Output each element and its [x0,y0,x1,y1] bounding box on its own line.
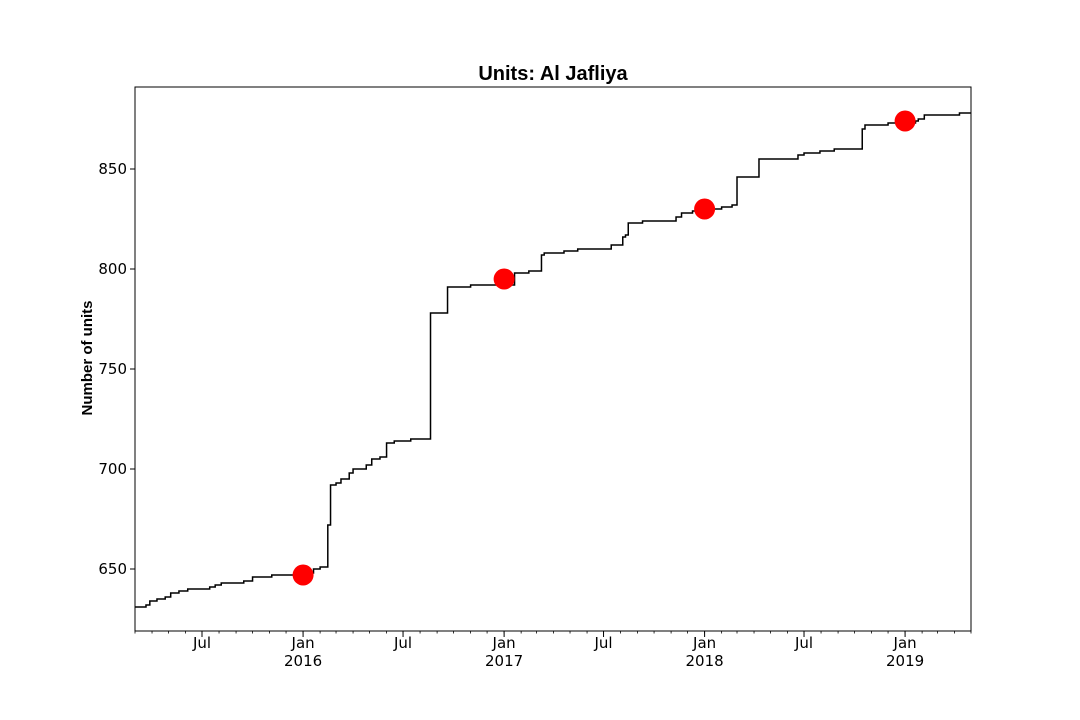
x-tick-label: Jan [291,634,315,652]
plot-area [135,112,971,608]
x-tick-label: Jul [794,634,813,652]
x-tick-year-label: 2019 [886,652,924,670]
plot-frame [134,86,972,632]
marker-layer [292,110,916,586]
y-tick-label: 700 [98,460,127,478]
marker-point [894,110,916,132]
y-tick-label: 800 [98,260,127,278]
y-tick-label: 650 [98,560,127,578]
x-tick-year-label: 2017 [485,652,523,670]
x-tick-label: Jan [492,634,516,652]
y-axis-label: Number of units [79,301,96,416]
x-tick-year-label: 2016 [284,652,322,670]
x-tick-label: Jul [593,634,612,652]
x-tick-year-label: 2018 [686,652,724,670]
chart-title: Units: Al Jafliya [478,63,628,85]
x-tick-label: Jul [393,634,412,652]
marker-point [694,198,716,220]
y-tick-label: 850 [98,160,127,178]
units-step-line [135,112,971,608]
x-tick-label: Jan [692,634,716,652]
x-tick-label: Jan [893,634,917,652]
marker-point [292,564,314,586]
marker-point [493,268,515,290]
x-tick-label: Jul [192,634,211,652]
y-tick-label: 750 [98,360,127,378]
